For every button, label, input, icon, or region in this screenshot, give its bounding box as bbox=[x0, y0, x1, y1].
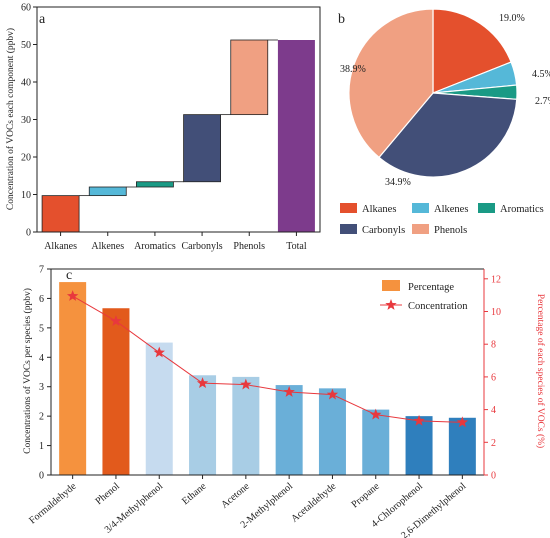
concentration-marker bbox=[283, 386, 295, 397]
concentration-line bbox=[72, 295, 463, 423]
y2-tick-label: 0 bbox=[491, 471, 496, 482]
concentration-marker bbox=[456, 416, 469, 428]
concentration-marker bbox=[110, 315, 122, 326]
pie-slice bbox=[378, 92, 518, 178]
y-tick-label: 0 bbox=[26, 228, 31, 239]
slice-label: 4.5% bbox=[532, 69, 550, 80]
y-tick-label: 2 bbox=[39, 412, 44, 423]
x-tick-label: Phenol bbox=[94, 481, 123, 507]
panel-label-a: a bbox=[39, 12, 46, 27]
y-tick-label: 60 bbox=[21, 3, 31, 14]
y-tick-label: 40 bbox=[21, 78, 31, 89]
slice-label: 34.9% bbox=[385, 177, 411, 188]
y2-tick-label: 6 bbox=[491, 372, 496, 383]
y2-tick-label: 8 bbox=[491, 340, 496, 351]
legend-swatch bbox=[340, 203, 357, 213]
concentration-marker bbox=[153, 346, 165, 358]
legend-label: Aromatics bbox=[500, 204, 544, 215]
slice-label: 38.9% bbox=[340, 64, 366, 75]
bar bbox=[232, 376, 260, 475]
legend-swatch bbox=[412, 224, 429, 234]
x-tick-label: Ethane bbox=[180, 481, 209, 508]
bar bbox=[230, 39, 269, 116]
concentration-marker bbox=[66, 290, 79, 301]
x-tick-label: Aromatics bbox=[134, 241, 176, 252]
legend-marker bbox=[385, 299, 397, 310]
y2-tick-label: 12 bbox=[491, 274, 501, 285]
y-tick-label: 30 bbox=[21, 115, 31, 126]
y-tick-label: 50 bbox=[21, 40, 31, 51]
x-tick-label: Carbonyls bbox=[182, 241, 223, 252]
bar bbox=[318, 388, 346, 475]
y2-tick-label: 10 bbox=[491, 307, 501, 318]
bar bbox=[136, 181, 174, 188]
legend-label: Concentration bbox=[408, 301, 468, 312]
x-tick-label: Propane bbox=[349, 481, 382, 511]
legend-label: Carbonyls bbox=[362, 225, 405, 236]
y-axis-label-a: Concentration of VOCs each component (pp… bbox=[5, 28, 16, 210]
x-tick-label: Acetaldehyde bbox=[289, 481, 339, 525]
combo-chart-panel: c Concentrations of VOCs per species (pp… bbox=[22, 265, 546, 538]
x-tick-label: Total bbox=[286, 241, 307, 252]
x-tick-label: Alkanes bbox=[44, 241, 77, 252]
y-tick-label: 10 bbox=[21, 190, 31, 201]
pie-slice bbox=[432, 8, 512, 94]
y2-tick-label: 4 bbox=[491, 405, 496, 416]
bar bbox=[102, 308, 130, 475]
waterfall-chart-panel: a Concentration of VOCs each component (… bbox=[5, 3, 321, 252]
legend-swatch bbox=[340, 224, 357, 234]
concentration-marker bbox=[370, 408, 382, 420]
y-tick-label: 5 bbox=[39, 323, 44, 334]
legend-swatch bbox=[382, 280, 400, 291]
bar bbox=[183, 114, 221, 183]
bar bbox=[405, 416, 433, 475]
y-tick-label: 7 bbox=[39, 265, 44, 276]
y2-tick-label: 2 bbox=[491, 438, 496, 449]
panel-label-b: b bbox=[338, 12, 345, 27]
x-tick-label: Formaldehyde bbox=[27, 481, 79, 527]
legend-swatch bbox=[412, 203, 429, 213]
pie-chart-panel: b 19.0% 4.5% 2.7% 34.9% 38.9% Alkanes Alkenes… bbox=[338, 8, 550, 236]
bar bbox=[448, 417, 476, 475]
legend-label: Percentage bbox=[408, 282, 454, 293]
y-tick-label: 20 bbox=[21, 153, 31, 164]
concentration-marker bbox=[326, 388, 339, 400]
slice-label: 19.0% bbox=[499, 13, 525, 24]
y-tick-label: 3 bbox=[39, 382, 44, 393]
y-tick-label: 6 bbox=[39, 294, 44, 305]
concentration-marker bbox=[196, 377, 209, 389]
bar bbox=[59, 282, 87, 475]
x-tick-label: Phenols bbox=[233, 241, 265, 252]
bar bbox=[41, 195, 80, 233]
panel-label-c: c bbox=[66, 268, 72, 283]
y-tick-label: 0 bbox=[39, 471, 44, 482]
legend-label: Phenols bbox=[434, 225, 467, 236]
concentration-marker bbox=[240, 378, 252, 390]
y-axis-label-c: Concentrations of VOCs per species (ppbv… bbox=[22, 288, 33, 454]
bar bbox=[277, 40, 315, 232]
concentration-marker bbox=[413, 414, 425, 426]
x-tick-label: Alkenes bbox=[91, 241, 124, 252]
bar bbox=[189, 375, 217, 475]
pie-slice bbox=[348, 8, 434, 159]
slice-label: 2.7% bbox=[535, 96, 550, 107]
y2-axis-label-c: Percentage of each species of VOCs (%) bbox=[535, 294, 546, 448]
legend-label: Alkanes bbox=[362, 204, 396, 215]
legend-swatch bbox=[478, 203, 495, 213]
x-tick-label: Acetone bbox=[219, 481, 252, 511]
y-tick-label: 1 bbox=[39, 441, 44, 452]
bar bbox=[275, 385, 303, 475]
bar bbox=[362, 409, 390, 475]
bar bbox=[145, 342, 173, 475]
legend-label: Alkenes bbox=[434, 204, 468, 215]
bar bbox=[88, 186, 127, 197]
y-tick-label: 4 bbox=[39, 353, 44, 364]
